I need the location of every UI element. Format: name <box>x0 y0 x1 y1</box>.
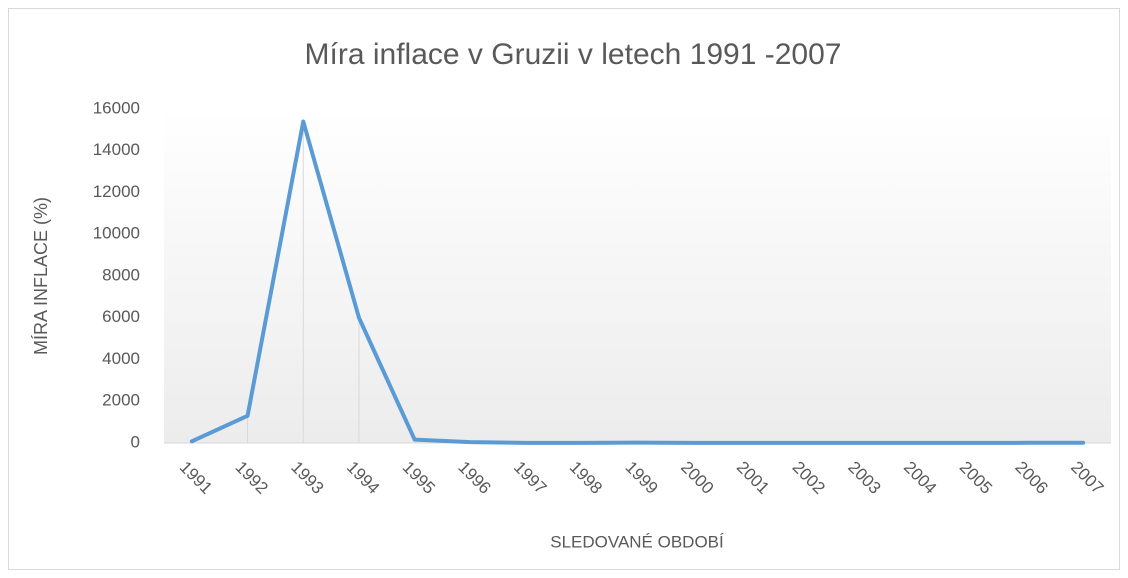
y-tick-label: 2000 <box>102 391 140 410</box>
chart-title: Míra inflace v Gruzii v letech 1991 -200… <box>305 38 842 71</box>
plot-area <box>164 109 1111 443</box>
y-tick-label: 14000 <box>93 140 140 159</box>
y-tick-label: 4000 <box>102 349 140 368</box>
series-line <box>189 119 1086 445</box>
y-tick-label: 0 <box>131 432 140 451</box>
y-tick-label: 16000 <box>93 98 140 117</box>
y-tick-label: 8000 <box>102 265 140 284</box>
y-axis-title: MÍRA INFLACE (%) <box>31 197 51 355</box>
y-tick-label: 12000 <box>93 182 140 201</box>
y-tick-label: 6000 <box>102 307 140 326</box>
y-tick-label: 10000 <box>93 224 140 243</box>
x-axis-title: SLEDOVANÉ OBDOBÍ <box>550 532 724 551</box>
